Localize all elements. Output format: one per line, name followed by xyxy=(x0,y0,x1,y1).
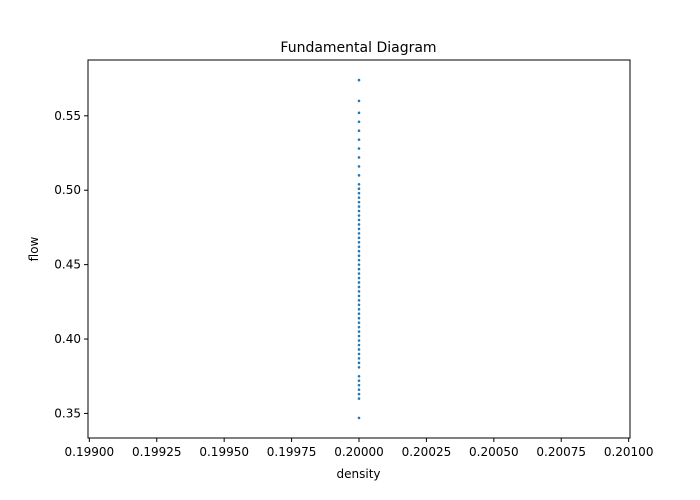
data-point xyxy=(357,218,361,222)
data-point xyxy=(357,339,361,342)
y-tick-label: 0.35 xyxy=(54,406,81,420)
data-point xyxy=(357,321,361,324)
y-tick-label: 0.55 xyxy=(54,109,81,123)
data-point xyxy=(357,312,361,316)
data-point xyxy=(357,223,361,226)
data-point xyxy=(357,78,361,82)
x-tick-label: 0.20100 xyxy=(604,445,654,459)
data-point xyxy=(357,361,361,365)
data-point xyxy=(357,392,361,396)
data-point xyxy=(357,325,361,329)
data-point xyxy=(357,303,361,307)
data-point xyxy=(357,196,361,199)
y-axis-label: flow xyxy=(27,236,41,261)
data-point xyxy=(357,276,361,280)
data-point xyxy=(357,290,361,293)
data-point xyxy=(357,285,361,289)
data-point xyxy=(357,205,361,208)
x-tick-label: 0.20075 xyxy=(536,445,586,459)
data-point xyxy=(357,352,361,356)
data-point xyxy=(357,267,361,271)
data-point xyxy=(357,263,361,266)
x-axis: 0.19900 0.19925 0.19950 0.19975 0.20000 0.200… xyxy=(65,438,654,459)
chart-title: Fundamental Diagram xyxy=(280,40,436,56)
x-tick-label: 0.19975 xyxy=(267,445,317,459)
data-point xyxy=(357,397,361,400)
data-point xyxy=(357,249,361,253)
data-point xyxy=(357,388,361,391)
data-point xyxy=(357,174,361,177)
data-point xyxy=(357,99,361,103)
data-point xyxy=(357,187,361,191)
plot-area: 0.19900 0.19925 0.19950 0.19975 0.20000 0.200… xyxy=(54,59,654,459)
data-point xyxy=(357,348,361,351)
x-tick-label: 0.20025 xyxy=(402,445,452,459)
data-point xyxy=(357,416,361,420)
data-point xyxy=(357,129,361,132)
x-tick-label: 0.20050 xyxy=(469,445,519,459)
data-point xyxy=(357,111,361,115)
data-point xyxy=(357,236,361,240)
y-tick-label: 0.45 xyxy=(54,258,81,272)
data-point xyxy=(357,316,361,320)
data-point xyxy=(357,138,361,141)
data-point xyxy=(357,200,361,204)
data-point xyxy=(357,214,361,217)
data-point xyxy=(357,366,361,369)
data-point xyxy=(357,294,361,298)
data-point xyxy=(357,357,361,360)
data-points xyxy=(357,78,361,420)
data-point xyxy=(357,232,361,235)
data-point xyxy=(357,307,361,311)
data-point xyxy=(357,374,361,378)
y-axis: 0.35 0.40 0.45 0.50 0.55 xyxy=(54,109,88,420)
data-point xyxy=(357,182,361,186)
data-point xyxy=(357,254,361,257)
data-point xyxy=(357,209,361,213)
data-point xyxy=(357,272,361,275)
data-point xyxy=(357,156,361,159)
data-point xyxy=(357,330,361,333)
x-tick-label: 0.19950 xyxy=(199,445,249,459)
data-point xyxy=(357,241,361,244)
data-point xyxy=(357,299,361,302)
data-point xyxy=(357,379,361,383)
data-point xyxy=(357,383,361,387)
x-tick-label: 0.19925 xyxy=(132,445,182,459)
data-point xyxy=(357,147,361,150)
data-point xyxy=(357,120,361,124)
data-point xyxy=(357,281,361,284)
data-point xyxy=(357,245,361,249)
data-point xyxy=(357,227,361,231)
x-tick-label: 0.20000 xyxy=(334,445,384,459)
data-point xyxy=(357,165,361,168)
data-point xyxy=(357,191,361,195)
x-axis-label: density xyxy=(337,467,381,481)
y-tick-label: 0.40 xyxy=(54,332,81,346)
data-point xyxy=(357,343,361,347)
x-tick-label: 0.19900 xyxy=(65,445,115,459)
data-point xyxy=(357,258,361,262)
data-point xyxy=(357,334,361,338)
y-tick-label: 0.50 xyxy=(54,183,81,197)
